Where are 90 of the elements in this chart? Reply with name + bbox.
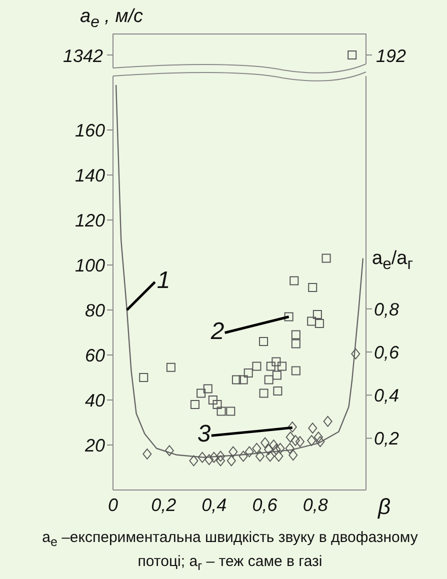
point — [351, 348, 360, 360]
point — [312, 310, 322, 319]
point — [139, 373, 148, 382]
point — [216, 450, 226, 462]
text: 1342 — [62, 46, 103, 66]
text: a$_{e}$ –експериментальна швидкість звуку в двофазному потоці; a$_{г}$ – теж саме в газі — [41, 528, 419, 575]
text: 192 — [376, 46, 406, 66]
y2-axis-title: a$_{e}$/a$_{г}$ — [372, 248, 414, 274]
annotation: 1 — [156, 267, 170, 294]
y-tick-label: 40 — [84, 390, 105, 410]
y-tick-label: 80 — [84, 300, 105, 320]
point — [288, 450, 298, 461]
point — [260, 437, 270, 448]
point — [308, 283, 318, 292]
x-tick-label: 0,8 — [302, 494, 328, 515]
x-axis-title: β — [378, 494, 391, 520]
y-tick-label: 100 — [74, 255, 105, 276]
point — [307, 316, 316, 326]
point — [204, 454, 214, 466]
point — [285, 442, 294, 454]
point — [196, 388, 206, 398]
point — [216, 455, 226, 466]
point — [264, 375, 274, 384]
point — [238, 450, 248, 462]
point — [212, 400, 222, 409]
x-tick-label: 0,4 — [202, 494, 227, 515]
y-tick-label: 160 — [74, 120, 105, 140]
y-tick-label: 20 — [84, 435, 105, 456]
y2-tick-label: 0,6 — [374, 342, 400, 362]
point — [291, 330, 300, 340]
point — [278, 362, 287, 371]
point — [290, 276, 299, 286]
point — [166, 362, 176, 372]
point — [198, 452, 207, 463]
point — [316, 436, 325, 448]
point — [272, 444, 281, 455]
point — [259, 388, 268, 398]
y2-tick-label: 0,4 — [374, 386, 400, 406]
y-tick-label: 60 — [84, 345, 105, 366]
point — [208, 396, 218, 404]
y-tick-label: 120 — [74, 210, 105, 230]
point — [142, 448, 152, 460]
point — [226, 406, 236, 416]
point — [314, 432, 323, 443]
point — [295, 436, 304, 448]
point — [266, 450, 275, 462]
point — [244, 368, 253, 378]
point — [272, 370, 282, 380]
point — [272, 357, 281, 366]
point — [266, 362, 276, 371]
point — [189, 455, 198, 466]
point — [314, 319, 324, 328]
annotation: 3 — [197, 420, 212, 448]
point — [322, 254, 331, 263]
y-tick-label: 140 — [74, 165, 105, 186]
point — [252, 362, 262, 371]
point — [291, 366, 300, 376]
point — [228, 446, 238, 458]
point — [290, 435, 300, 446]
point — [259, 337, 268, 346]
point — [203, 384, 212, 394]
point — [308, 422, 318, 434]
point — [190, 400, 200, 409]
point — [216, 406, 226, 416]
point — [226, 455, 236, 466]
y-axis-title: a$_{e}$ , м/с — [80, 6, 144, 32]
annotation: 2 — [210, 318, 224, 345]
point — [323, 416, 332, 427]
point — [238, 375, 248, 384]
y2-tick-label: 0,2 — [374, 428, 400, 449]
point — [273, 386, 282, 396]
y2-tick-label: 0,8 — [374, 299, 400, 320]
point — [232, 375, 241, 384]
point — [255, 450, 264, 462]
point — [286, 432, 295, 443]
point — [264, 444, 274, 455]
point — [291, 339, 300, 348]
x-tick-label: 0 — [108, 494, 118, 515]
point — [209, 452, 218, 463]
point — [284, 312, 294, 322]
point — [276, 442, 285, 454]
point — [269, 440, 278, 450]
point — [274, 450, 284, 462]
point — [288, 422, 297, 432]
point — [307, 435, 316, 446]
x-tick-label: 0,6 — [252, 494, 278, 515]
x-tick-label: 0,2 — [151, 494, 176, 515]
point — [252, 442, 262, 454]
point — [164, 445, 174, 456]
point — [244, 446, 254, 458]
